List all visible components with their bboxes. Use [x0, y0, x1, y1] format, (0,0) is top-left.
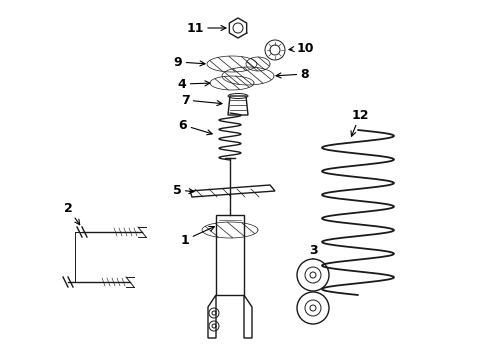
Text: 6: 6: [178, 118, 212, 135]
Text: 7: 7: [180, 94, 222, 107]
Text: 5: 5: [172, 184, 194, 197]
Text: 2: 2: [63, 202, 80, 225]
Text: 3: 3: [308, 243, 317, 258]
Text: 8: 8: [275, 68, 309, 81]
Text: 10: 10: [288, 41, 313, 54]
Text: 11: 11: [186, 22, 225, 35]
Text: 1: 1: [180, 226, 214, 247]
Text: 9: 9: [173, 55, 204, 68]
Text: 4: 4: [177, 77, 209, 90]
Text: 12: 12: [350, 108, 368, 136]
